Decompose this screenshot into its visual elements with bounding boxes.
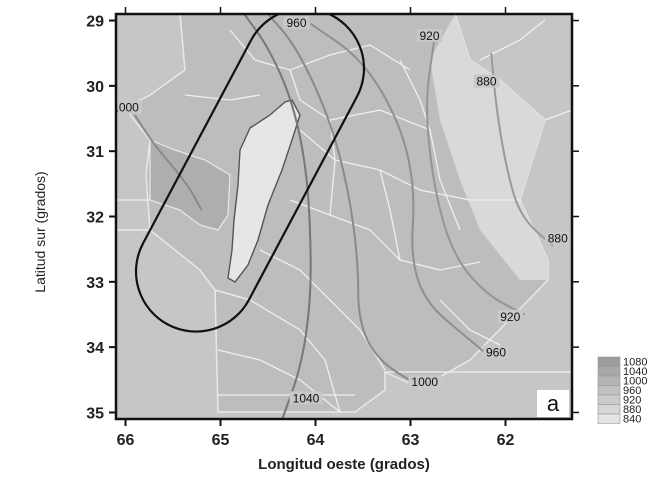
legend-swatch-840 — [597, 413, 621, 424]
legend-swatch-1040 — [597, 366, 621, 377]
x-tick-label: 65 — [212, 432, 230, 449]
x-tick-label: 66 — [117, 432, 135, 449]
contour-label-960: 960 — [486, 346, 506, 360]
legend-swatch-920 — [597, 394, 621, 405]
map-area: 1040 1000 960 920 880 1000 960 920 880 — [112, 14, 572, 419]
x-axis: 66 65 64 63 62 — [117, 7, 515, 449]
legend-label-960: 960 — [623, 385, 641, 397]
y-axis: 29 30 31 32 33 34 35 — [86, 14, 579, 422]
legend-label-1000: 1000 — [623, 376, 647, 388]
x-tick-label: 64 — [307, 432, 325, 449]
legend-swatch-960 — [597, 385, 621, 396]
panel-letter: a — [547, 391, 560, 416]
legend-label-880: 880 — [623, 404, 641, 416]
contour-label-1040: 1040 — [293, 391, 320, 405]
contour-label-top-right-bg — [416, 28, 443, 42]
contour-1040 — [243, 14, 312, 419]
y-axis-label: Latitud sur (grados) — [32, 171, 48, 292]
highlight-ellipse — [134, 14, 366, 333]
y-tick-label: 29 — [86, 14, 104, 31]
contour-label-880: 880 — [548, 231, 568, 245]
x-tick-label: 63 — [402, 432, 420, 449]
contour-label-1000: 1000 — [411, 375, 438, 389]
contour-label-upper-right-bg — [473, 74, 500, 88]
legend-swatch-1000 — [597, 375, 621, 386]
contour-960 — [310, 22, 488, 355]
contour-label-920-bg — [497, 309, 524, 323]
y-tick-label: 34 — [86, 340, 104, 357]
contour-1000 — [267, 14, 421, 388]
y-tick-label: 31 — [86, 144, 104, 161]
y-tick-label: 35 — [86, 405, 104, 422]
contour-label-top-bg — [283, 15, 310, 29]
contour-label-left-1000: 1000 — [112, 101, 139, 115]
contour-880 — [490, 53, 554, 247]
contour-label-960-bg — [483, 345, 509, 359]
sierras-region — [227, 99, 301, 283]
contour-label-left-1000-bg — [116, 100, 142, 114]
contour-labels: 1040 1000 960 920 880 1000 960 920 880 — [112, 15, 571, 405]
contour-label-920: 920 — [500, 310, 520, 324]
y-tick-label: 33 — [86, 275, 104, 292]
legend-label-840: 840 — [623, 414, 641, 426]
x-tick-label: 62 — [497, 432, 515, 449]
contour-label-upper-right: 880 — [476, 75, 496, 89]
contour-lines — [134, 14, 554, 419]
y-tick-label: 30 — [86, 79, 104, 96]
contour-label-top: 960 — [286, 16, 306, 30]
y-tick-label: 32 — [86, 210, 104, 227]
contour-label-1000-bg — [408, 375, 442, 389]
contour-label-top-right: 920 — [419, 29, 439, 43]
x-axis-label: Longitud oeste (grados) — [258, 456, 430, 473]
contour-label-1040-bg — [289, 391, 323, 405]
legend-label-1040: 1040 — [623, 366, 647, 378]
legend-label-1080: 1080 — [623, 357, 647, 369]
legend-swatch-1080 — [597, 356, 621, 367]
east-region — [430, 14, 548, 280]
contour-label-880-bg — [544, 231, 571, 245]
legend-swatch-880 — [597, 404, 621, 415]
legend-label-920: 920 — [623, 395, 641, 407]
contour-920 — [426, 39, 525, 316]
panel-letter-box — [537, 390, 569, 417]
contour-left-1000 — [134, 114, 203, 211]
